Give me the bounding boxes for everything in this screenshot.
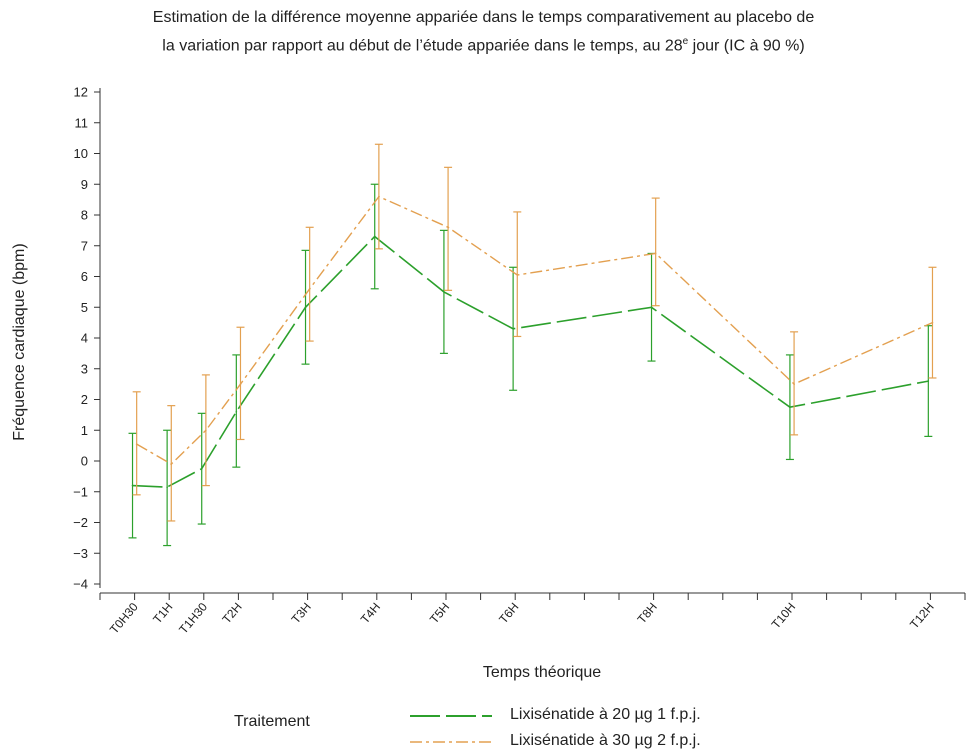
y-tick-label: 1 xyxy=(81,423,88,438)
data-point xyxy=(239,383,242,385)
data-point xyxy=(205,429,207,432)
y-tick-label: 3 xyxy=(81,361,88,376)
chart-title-line-2-end: jour (IC à 90 %) xyxy=(688,37,805,55)
data-point xyxy=(170,463,173,465)
data-point xyxy=(131,484,134,487)
series-line-1 xyxy=(132,235,929,488)
y-tick-label: −1 xyxy=(73,484,88,499)
y-tick-label: 5 xyxy=(81,300,88,315)
legend-label-30ug: Lixisénatide à 30 µg 2 f.p.j. xyxy=(510,732,701,749)
x-tick-label: T8H xyxy=(635,600,660,626)
y-tick-label: 4 xyxy=(81,331,88,346)
data-point xyxy=(512,327,514,330)
chart-title-superscript: e xyxy=(682,36,689,47)
y-axis-label: Fréquence cardiaque (bpm) xyxy=(11,243,28,441)
data-point xyxy=(789,406,791,408)
y-tick-label: 10 xyxy=(74,146,88,161)
y-tick-label: 6 xyxy=(81,269,88,284)
y-tick-label: 7 xyxy=(81,238,88,253)
chart-title-line-2: la variation par rapport au début de l’é… xyxy=(0,30,967,58)
x-tick-label: T1H xyxy=(150,600,175,626)
x-tick-label: T3H xyxy=(289,600,314,626)
data-point xyxy=(378,195,380,198)
data-point xyxy=(931,321,934,324)
data-point xyxy=(793,383,795,385)
data-point xyxy=(235,411,238,413)
chart-title: Estimation de la différence moyenne appa… xyxy=(0,6,967,58)
x-tick-label: T6H xyxy=(496,600,521,626)
legend-swatch-30ug xyxy=(410,741,492,743)
data-point xyxy=(654,252,657,255)
y-tick-label: −3 xyxy=(73,546,88,561)
x-tick-label: T1H30 xyxy=(176,600,210,637)
x-tick-label: T0H30 xyxy=(107,600,141,637)
series-line-2 xyxy=(136,195,933,465)
legend-label-20ug: Lixisénatide à 20 µg 1 f.p.j. xyxy=(510,706,701,723)
data-point xyxy=(200,467,203,470)
data-point xyxy=(927,380,930,382)
y-tick-label: 11 xyxy=(75,115,89,130)
legend-swatch-20ug xyxy=(410,715,492,717)
x-tick-label: T5H xyxy=(427,600,452,626)
data-point xyxy=(308,288,311,290)
x-tick-label: T2H xyxy=(219,600,244,626)
data-point xyxy=(447,226,449,229)
y-tick-label: 12 xyxy=(74,85,88,100)
data-point xyxy=(304,306,307,309)
x-axis-label: Temps théorique xyxy=(482,664,602,681)
data-point xyxy=(135,443,138,445)
y-tick-label: 9 xyxy=(81,177,88,192)
data-point xyxy=(166,486,168,488)
x-tick-label: T10H xyxy=(769,600,799,631)
y-tick-label: 8 xyxy=(81,208,88,223)
data-point xyxy=(516,274,519,276)
x-tick-label: T12H xyxy=(907,600,937,631)
y-tick-label: 2 xyxy=(81,392,88,407)
legend-title: Traitement xyxy=(234,713,310,730)
x-tick-label: T4H xyxy=(358,600,383,626)
data-point xyxy=(373,235,376,238)
y-tick-label: −2 xyxy=(73,515,88,530)
data-point xyxy=(443,291,445,293)
y-tick-label: −4 xyxy=(73,577,88,592)
chart-title-line-2-text: la variation par rapport au début de l’é… xyxy=(162,37,683,55)
data-point xyxy=(650,306,653,309)
y-tick-label: 0 xyxy=(81,454,88,469)
chart-title-line-1: Estimation de la différence moyenne appa… xyxy=(152,9,815,26)
